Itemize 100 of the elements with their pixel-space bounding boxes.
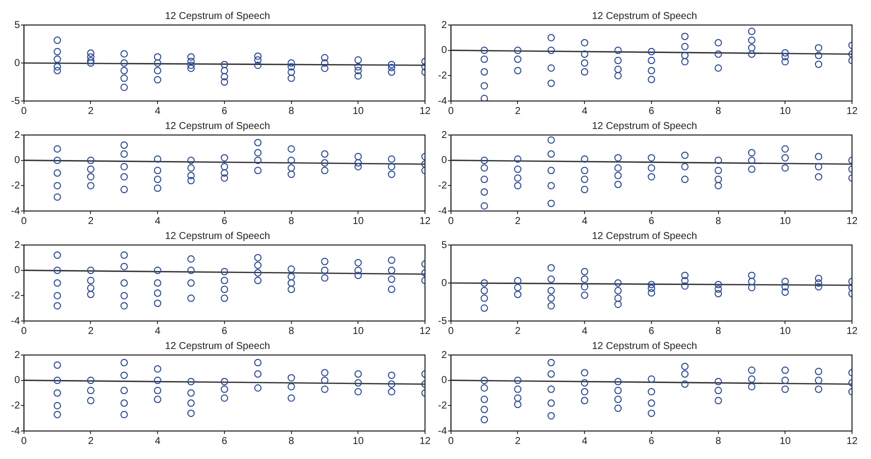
point xyxy=(480,406,488,414)
point xyxy=(321,369,328,376)
x-tick-label: 4 xyxy=(154,106,161,117)
point xyxy=(480,46,488,54)
point xyxy=(388,64,396,72)
point xyxy=(580,59,588,67)
point xyxy=(288,145,295,153)
point xyxy=(154,396,162,404)
point xyxy=(187,164,195,172)
point xyxy=(54,66,62,74)
point xyxy=(54,361,62,369)
point xyxy=(54,292,62,300)
point xyxy=(87,396,94,404)
x-tick-label: 2 xyxy=(88,326,94,337)
point xyxy=(480,416,488,424)
point xyxy=(480,376,488,384)
x-tick-label: 12 xyxy=(419,106,431,117)
point xyxy=(681,370,689,378)
point xyxy=(547,370,555,378)
point xyxy=(681,176,689,184)
point xyxy=(648,56,656,64)
x-tick-label: 12 xyxy=(419,216,431,227)
point xyxy=(154,155,162,163)
point xyxy=(54,266,62,274)
point xyxy=(514,66,522,74)
point xyxy=(220,378,228,386)
point xyxy=(54,36,62,44)
x-tick-label: 8 xyxy=(716,436,722,447)
point xyxy=(120,141,128,149)
point xyxy=(54,169,62,177)
point xyxy=(480,384,488,392)
x-tick-label: 2 xyxy=(514,216,521,227)
x-tick-label: 6 xyxy=(222,436,228,447)
point xyxy=(87,59,94,67)
point xyxy=(681,58,689,66)
point xyxy=(120,84,128,92)
point xyxy=(388,162,396,170)
point xyxy=(54,193,62,201)
point xyxy=(321,150,328,158)
point xyxy=(87,290,94,298)
x-tick-label: 6 xyxy=(648,436,655,447)
x-tick-label: 0 xyxy=(21,326,28,337)
point xyxy=(614,154,622,162)
point xyxy=(388,256,396,264)
point xyxy=(154,166,162,174)
point xyxy=(354,266,362,274)
x-tick-label: 2 xyxy=(88,436,94,447)
y-tick-label: -2 xyxy=(10,290,20,302)
point xyxy=(288,272,295,280)
point xyxy=(120,173,128,180)
point xyxy=(254,166,262,174)
point xyxy=(714,64,722,72)
point xyxy=(781,288,789,296)
y-tick-label: -5 xyxy=(10,96,20,107)
point xyxy=(781,154,789,162)
point xyxy=(288,63,295,70)
point xyxy=(547,200,555,208)
point xyxy=(87,182,94,190)
y-tick-label: -2 xyxy=(438,400,448,412)
point xyxy=(681,277,689,284)
point xyxy=(814,376,822,384)
point xyxy=(514,174,522,182)
point xyxy=(254,262,262,269)
point xyxy=(354,72,362,80)
x-tick-label: 4 xyxy=(582,216,588,227)
point xyxy=(321,266,328,274)
x-tick-label: 8 xyxy=(288,326,295,337)
x-tick-label: 6 xyxy=(648,106,655,117)
point xyxy=(154,266,162,274)
point xyxy=(480,156,488,164)
point xyxy=(187,176,195,184)
x-tick-label: 4 xyxy=(582,326,588,337)
point xyxy=(87,266,94,274)
x-tick-label: 0 xyxy=(21,216,28,227)
point xyxy=(681,32,689,40)
point xyxy=(580,388,588,396)
point xyxy=(648,164,656,172)
point xyxy=(388,276,396,283)
point xyxy=(54,182,62,190)
chart-title: 12 Cepstrum of Speech xyxy=(592,340,698,352)
chart-title: 12 Cepstrum of Speech xyxy=(164,10,270,22)
y-tick-label: 0 xyxy=(14,155,20,166)
point xyxy=(648,280,656,288)
point xyxy=(614,56,622,64)
point xyxy=(54,63,62,70)
point xyxy=(480,396,488,404)
point xyxy=(354,159,362,167)
x-tick-label: 12 xyxy=(419,326,431,337)
point xyxy=(154,300,162,307)
point xyxy=(781,145,789,153)
point xyxy=(187,172,195,180)
point xyxy=(480,176,488,184)
point xyxy=(514,277,522,284)
x-tick-label: 10 xyxy=(780,326,792,337)
point xyxy=(580,39,588,46)
point xyxy=(321,386,328,393)
point xyxy=(354,259,362,266)
point xyxy=(547,166,555,174)
point xyxy=(547,386,555,393)
x-tick-label: 8 xyxy=(288,106,295,117)
